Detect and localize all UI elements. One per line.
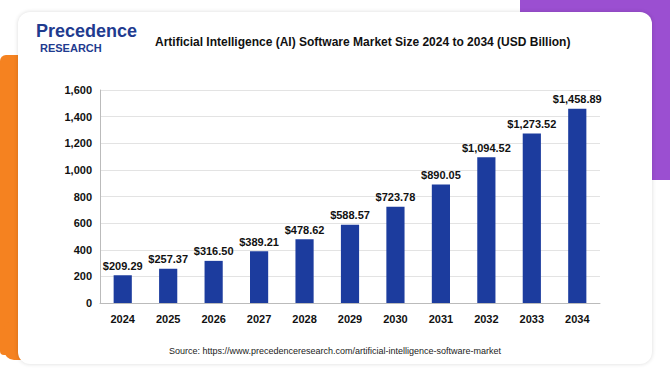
svg-text:800: 800 [74, 191, 92, 203]
svg-text:$890.05: $890.05 [421, 169, 461, 181]
svg-text:200: 200 [74, 270, 92, 282]
svg-text:2024: 2024 [110, 313, 135, 325]
svg-text:$1,094.52: $1,094.52 [462, 142, 511, 154]
svg-text:$257.37: $257.37 [148, 253, 188, 265]
svg-text:2028: 2028 [292, 313, 316, 325]
svg-text:$723.78: $723.78 [376, 191, 416, 203]
svg-text:1,400: 1,400 [64, 111, 92, 123]
svg-text:600: 600 [74, 217, 92, 229]
svg-text:RESEARCH: RESEARCH [40, 42, 102, 54]
svg-text:1,600: 1,600 [64, 84, 92, 96]
svg-text:Source: https://www.precedence: Source: https://www.precedenceresearch.c… [169, 346, 502, 356]
svg-text:$478.62: $478.62 [285, 224, 325, 236]
svg-text:2027: 2027 [247, 313, 271, 325]
svg-text:Precedence: Precedence [36, 21, 137, 41]
svg-text:2032: 2032 [474, 313, 498, 325]
svg-text:$209.29: $209.29 [103, 260, 143, 272]
svg-text:Artificial Intelligence (AI) S: Artificial Intelligence (AI) Software Ma… [155, 35, 570, 49]
svg-text:400: 400 [74, 244, 92, 256]
svg-text:2030: 2030 [383, 313, 407, 325]
svg-text:0: 0 [86, 297, 92, 309]
svg-text:$1,273.52: $1,273.52 [507, 118, 556, 130]
svg-text:2026: 2026 [201, 313, 225, 325]
svg-text:$588.57: $588.57 [330, 209, 370, 221]
svg-text:1,200: 1,200 [64, 137, 92, 149]
svg-text:$1,458.89: $1,458.89 [553, 93, 602, 105]
svg-text:2025: 2025 [156, 313, 180, 325]
svg-text:2034: 2034 [565, 313, 590, 325]
svg-text:$389.21: $389.21 [239, 236, 279, 248]
svg-text:2031: 2031 [429, 313, 453, 325]
svg-text:2033: 2033 [520, 313, 544, 325]
svg-text:2029: 2029 [338, 313, 362, 325]
svg-text:1,000: 1,000 [64, 164, 92, 176]
svg-text:$316.50: $316.50 [194, 245, 234, 257]
